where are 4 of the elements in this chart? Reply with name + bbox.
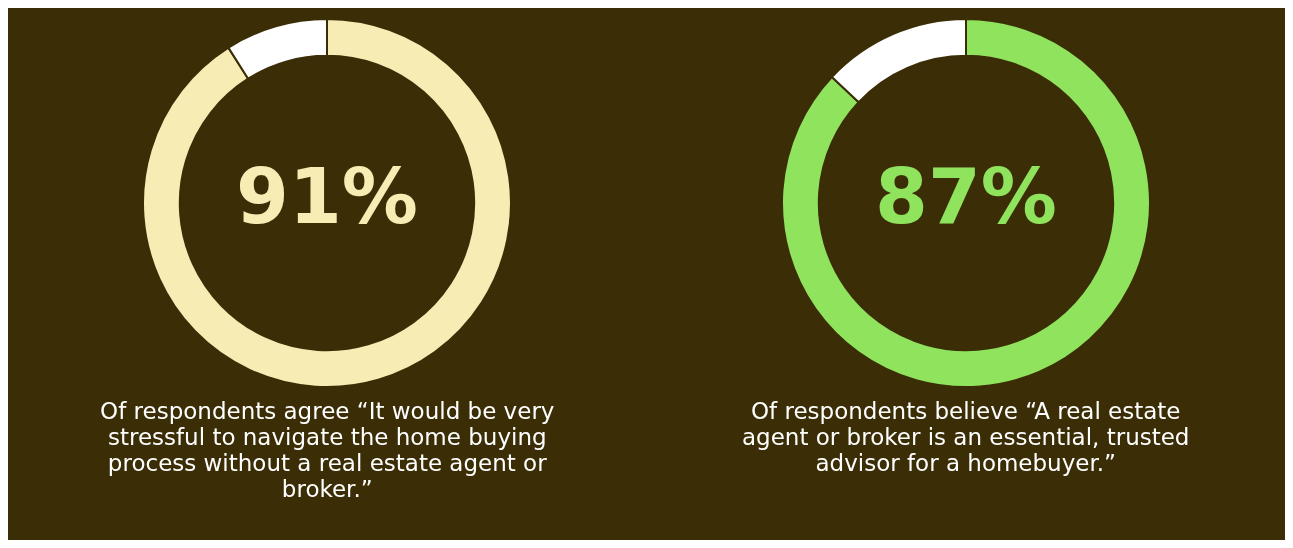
text: Of respondents agree “It would be very stressful to navigate the home buying process without a real estate agent or broker.” [99,398,556,502]
data-label: 91% [236,151,419,241]
text: Of respondents believe “A real estate agent or broker is an essential, trusted advisor for a homebuyer.” [741,398,1191,476]
data-label: 87% [874,151,1057,241]
